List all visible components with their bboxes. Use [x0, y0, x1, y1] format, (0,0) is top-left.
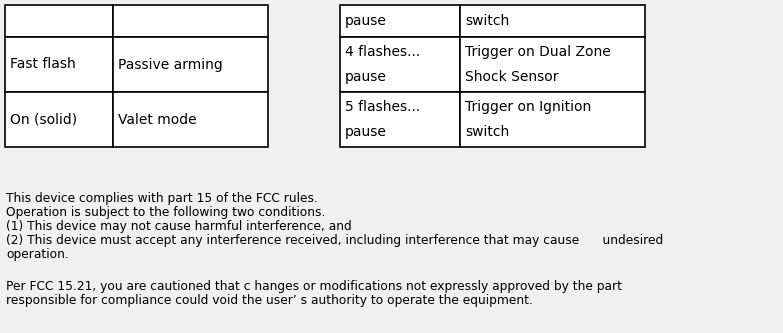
Bar [340, 92, 460, 147]
Text: switch: switch [465, 125, 509, 139]
Bar [5, 92, 113, 147]
Text: Shock Sensor: Shock Sensor [465, 70, 558, 84]
Text: Trigger on Ignition: Trigger on Ignition [465, 101, 591, 115]
Text: Fast flash: Fast flash [10, 58, 76, 72]
Bar [340, 37, 460, 92]
Text: This device complies with part 15 of the FCC rules.: This device complies with part 15 of the… [6, 192, 318, 205]
Text: pause: pause [345, 14, 387, 28]
Text: 5 flashes...: 5 flashes... [345, 101, 420, 115]
Text: Trigger on Dual Zone: Trigger on Dual Zone [465, 45, 611, 59]
Text: (1) This device may not cause harmful interference, and: (1) This device may not cause harmful in… [6, 220, 352, 233]
Bar [113, 5, 268, 37]
Text: Passive arming: Passive arming [118, 58, 222, 72]
Text: pause: pause [345, 70, 387, 84]
Text: Operation is subject to the following two conditions.: Operation is subject to the following tw… [6, 206, 326, 219]
Bar [5, 37, 113, 92]
Bar [5, 5, 113, 37]
Bar [460, 5, 645, 37]
Text: operation.: operation. [6, 248, 69, 261]
Text: responsible for compliance could void the user’ s authority to operate the equip: responsible for compliance could void th… [6, 294, 533, 307]
Bar [460, 37, 645, 92]
Bar [113, 37, 268, 92]
Text: 4 flashes...: 4 flashes... [345, 45, 420, 59]
Bar [113, 92, 268, 147]
Text: pause: pause [345, 125, 387, 139]
Text: switch: switch [465, 14, 509, 28]
Text: (2) This device must accept any interference received, including interference th: (2) This device must accept any interfer… [6, 234, 663, 247]
Bar [340, 5, 460, 37]
Text: Valet mode: Valet mode [118, 113, 197, 127]
Text: Per FCC 15.21, you are cautioned that c hanges or modifications not expressly ap: Per FCC 15.21, you are cautioned that c … [6, 280, 622, 293]
Text: On (solid): On (solid) [10, 113, 77, 127]
Bar [460, 92, 645, 147]
